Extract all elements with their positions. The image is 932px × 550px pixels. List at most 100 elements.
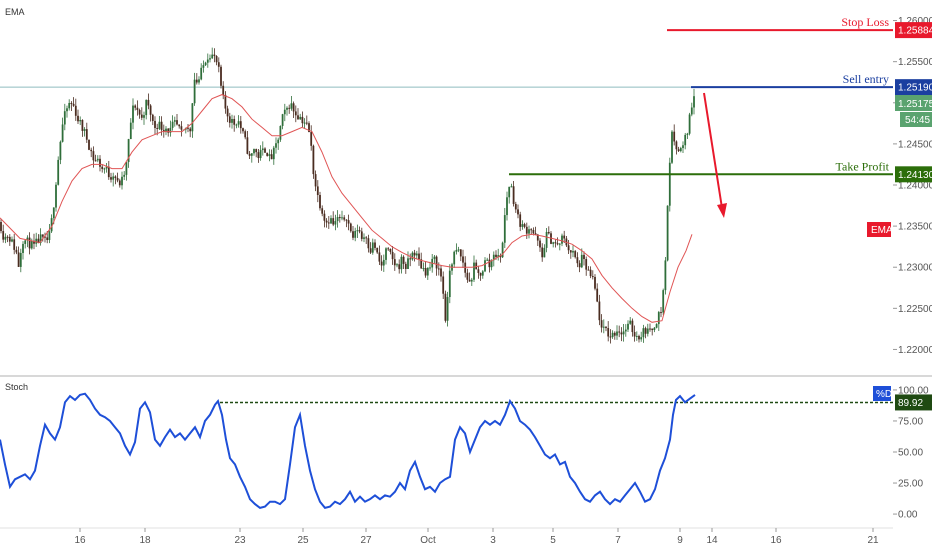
candle-body — [79, 120, 82, 122]
candle-body — [330, 218, 332, 224]
candle-body — [176, 120, 178, 125]
candle-body — [81, 120, 84, 131]
candle-body — [13, 239, 16, 250]
candle-body — [103, 168, 106, 170]
candle-body — [248, 153, 251, 156]
candle-body — [501, 242, 504, 258]
candle-body — [554, 242, 557, 244]
candle-body — [343, 217, 346, 220]
candle-body — [187, 127, 189, 129]
candle-body — [635, 335, 638, 337]
price-tick-label: 1.22500 — [898, 304, 932, 315]
candle-body — [200, 67, 203, 80]
candle-body — [4, 236, 7, 240]
candle-body — [301, 116, 304, 124]
candle-body — [479, 272, 482, 276]
candle-body — [268, 154, 271, 156]
candle-body — [521, 224, 524, 227]
candle-body — [341, 217, 343, 219]
candle-body — [178, 124, 181, 127]
candle-body — [39, 234, 42, 244]
candle-body — [389, 249, 392, 252]
stoch-axis: 0.00 25.00 50.00 75.00 100.00 — [893, 385, 929, 521]
candle-body — [149, 105, 152, 115]
candle-body — [132, 105, 134, 123]
candle-body — [688, 114, 691, 134]
candle-body — [222, 85, 225, 95]
candle-body — [156, 127, 159, 129]
candle-body — [264, 148, 266, 153]
candle-body — [83, 129, 86, 131]
candle-body — [233, 118, 236, 125]
candle-body — [160, 121, 163, 130]
stoch-tick-label: 50.00 — [898, 448, 923, 459]
candle-body — [448, 270, 451, 298]
stoch-tick-label: 75.00 — [898, 416, 923, 427]
candle-body — [657, 312, 660, 325]
stochastic-pane: Stoch — [0, 382, 893, 510]
candle-body — [413, 252, 416, 256]
candle-body — [446, 297, 449, 321]
candle-body — [140, 114, 143, 118]
candle-body — [290, 103, 293, 109]
candle-body — [613, 332, 616, 336]
candle-body — [558, 243, 561, 245]
candle-body — [424, 268, 427, 276]
candle-body — [563, 235, 566, 239]
stoch-d-line — [0, 392, 696, 510]
candle-body — [235, 124, 238, 126]
candle-body — [171, 121, 174, 128]
candle-body — [576, 257, 579, 264]
candle-body — [580, 254, 583, 268]
down-arrow — [703, 92, 727, 218]
time-tick-label: 23 — [234, 535, 246, 546]
candle-body — [510, 186, 513, 188]
candle-body — [173, 120, 176, 122]
candle-body — [514, 203, 517, 210]
candle-body — [475, 262, 478, 270]
candle-body — [638, 335, 640, 340]
candle-body — [470, 279, 473, 282]
candle-body — [24, 240, 27, 244]
candle-body — [668, 162, 671, 206]
candle-body — [598, 301, 601, 321]
ema-indicator-label: EMA — [5, 7, 25, 17]
candle-body — [578, 263, 581, 268]
candle-body — [202, 65, 205, 68]
candle-body — [567, 245, 570, 251]
candle-body — [360, 231, 363, 239]
candle-body — [22, 243, 24, 253]
candle-body — [312, 145, 315, 175]
candle-body — [316, 186, 319, 196]
candle-body — [127, 139, 130, 163]
candle-body — [0, 222, 2, 232]
candle-body — [66, 108, 68, 112]
time-tick-label: 9 — [677, 535, 683, 546]
candle-body — [288, 107, 291, 109]
svg-text:54:45: 54:45 — [905, 115, 930, 126]
candle-body — [644, 328, 647, 334]
candle-body — [55, 184, 57, 208]
candle-body — [457, 249, 460, 251]
candle-body — [530, 229, 533, 231]
candle-body — [453, 251, 456, 265]
candle-body — [497, 255, 500, 257]
candle-body — [435, 256, 438, 269]
candle-body — [246, 137, 249, 154]
svg-text:1.25884: 1.25884 — [898, 26, 932, 37]
candle-body — [631, 320, 634, 333]
candle-body — [655, 324, 658, 328]
candle-body — [116, 178, 119, 181]
candle-body — [35, 238, 38, 244]
candle-body — [275, 143, 277, 148]
candle-body — [679, 148, 682, 152]
candle-body — [121, 176, 123, 186]
candle-body — [356, 230, 359, 232]
candle-body — [495, 254, 497, 257]
candle-body — [2, 231, 5, 240]
take-profit-price-tag: 1.24130 — [895, 166, 932, 183]
candle-body — [642, 328, 645, 338]
candle-body — [369, 248, 372, 253]
candle-body — [690, 107, 693, 115]
